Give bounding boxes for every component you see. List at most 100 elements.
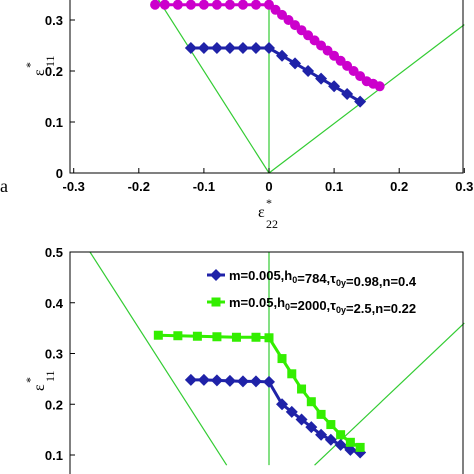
y-ticks: 0.1 0.2 0.3 0.4 0.5 bbox=[45, 245, 75, 463]
reference-line bbox=[89, 251, 228, 466]
ylabel-base: ε bbox=[31, 69, 48, 76]
data-point bbox=[344, 443, 357, 456]
chart-top: -0.3 -0.2 -0.1 0 0.1 0.2 0.3 0 0.1 0.2 0.3 ε * 22… bbox=[0, 0, 473, 231]
data-point bbox=[303, 30, 314, 41]
data-point bbox=[348, 66, 359, 76]
data-point bbox=[250, 0, 261, 10]
data-point bbox=[285, 405, 298, 418]
y-tick-label: 0.5 bbox=[45, 245, 63, 260]
y-tick-label: 0.2 bbox=[45, 397, 63, 412]
data-point bbox=[223, 42, 236, 55]
data-point bbox=[345, 437, 355, 447]
reference-line bbox=[268, 24, 465, 174]
data-point bbox=[223, 374, 236, 387]
y-ticks: 0 0.1 0.2 0.3 bbox=[45, 13, 75, 181]
data-point bbox=[374, 81, 385, 92]
data-point bbox=[264, 333, 274, 343]
data-point bbox=[342, 60, 353, 71]
ylabel-sub: 11 bbox=[43, 55, 57, 67]
data-point bbox=[172, 0, 183, 10]
ylabel-sub: 11 bbox=[43, 370, 57, 382]
data-point bbox=[210, 269, 222, 281]
data-point bbox=[192, 331, 202, 341]
y-tick-label: 0.3 bbox=[45, 13, 63, 28]
data-point bbox=[263, 375, 275, 388]
y-tick-label: 0.2 bbox=[45, 64, 63, 79]
data-point bbox=[277, 354, 287, 364]
data-point bbox=[212, 332, 222, 342]
data-point bbox=[249, 375, 262, 388]
data-point bbox=[306, 397, 316, 407]
data-point bbox=[210, 42, 223, 55]
data-point bbox=[231, 332, 241, 342]
data-point bbox=[198, 0, 209, 10]
reference-line bbox=[157, 0, 270, 174]
data-point bbox=[276, 49, 289, 62]
data-point bbox=[264, 0, 274, 10]
data-point bbox=[277, 9, 288, 20]
data-point bbox=[150, 0, 161, 10]
data-point bbox=[324, 433, 337, 446]
data-point bbox=[197, 373, 210, 386]
legend: m=0.005,h0=784,τ0y=0.98,n=0.4 m=0.05,h0=2… bbox=[207, 268, 417, 316]
data-point bbox=[322, 45, 333, 56]
data-point bbox=[355, 442, 365, 452]
data-point bbox=[236, 42, 249, 55]
data-point bbox=[309, 35, 320, 46]
data-point bbox=[295, 413, 308, 426]
data-point bbox=[211, 297, 221, 307]
data-point bbox=[224, 0, 235, 10]
data-point bbox=[297, 384, 307, 394]
ylabel-sup: * bbox=[23, 62, 37, 68]
data-point bbox=[315, 72, 328, 85]
x-tick-label: -0.3 bbox=[62, 179, 84, 194]
data-point bbox=[184, 42, 197, 55]
data-point bbox=[315, 428, 328, 441]
data-point bbox=[341, 87, 354, 100]
x-ticks: -0.3 -0.2 -0.1 0 0.1 0.2 0.3 bbox=[62, 168, 473, 194]
data-point bbox=[276, 398, 289, 411]
data-point bbox=[283, 15, 294, 25]
x-axis-label: ε * 22 bbox=[258, 196, 278, 231]
data-point bbox=[237, 0, 248, 10]
x-tick-label: 0.2 bbox=[390, 179, 408, 194]
chart-bottom: 0.1 0.2 0.3 0.4 0.5 ε * 11 m=0.005,h0=784,τ0… bbox=[23, 245, 465, 474]
data-point bbox=[236, 375, 249, 388]
ylabel-base: ε bbox=[31, 384, 48, 391]
data-point bbox=[326, 420, 336, 430]
ylabel-sup: * bbox=[23, 377, 37, 383]
data-point bbox=[153, 330, 163, 340]
x-tick-label: 0.3 bbox=[455, 179, 473, 194]
data-point bbox=[185, 0, 196, 10]
y-axis-label: ε * 11 bbox=[23, 55, 57, 76]
data-point bbox=[270, 4, 281, 15]
data-point bbox=[316, 40, 327, 51]
data-point bbox=[251, 332, 261, 342]
plot-frame bbox=[69, 0, 464, 174]
data-point bbox=[355, 71, 366, 82]
data-point bbox=[305, 421, 318, 434]
data-point bbox=[290, 20, 301, 31]
y-tick-label: 0.4 bbox=[45, 296, 64, 311]
xlabel-base: ε bbox=[258, 204, 265, 221]
data-point bbox=[184, 373, 197, 386]
x-tick-label: 0.1 bbox=[325, 179, 343, 194]
data-point bbox=[334, 438, 347, 451]
x-tick-label: -0.1 bbox=[193, 179, 215, 194]
data-point bbox=[328, 80, 341, 93]
data-point bbox=[354, 95, 367, 108]
data-point bbox=[211, 0, 222, 10]
data-point bbox=[329, 50, 340, 61]
plot-frame bbox=[69, 251, 464, 474]
series-group bbox=[153, 330, 367, 459]
data-point bbox=[336, 430, 346, 440]
data-point bbox=[302, 65, 315, 77]
xlabel-sup: * bbox=[266, 196, 272, 210]
data-point bbox=[249, 42, 262, 55]
y-tick-label: 0.1 bbox=[45, 115, 63, 130]
data-point bbox=[316, 409, 326, 419]
data-point bbox=[197, 42, 210, 55]
y-tick-label: 0.1 bbox=[45, 448, 63, 463]
series-group bbox=[150, 0, 385, 108]
